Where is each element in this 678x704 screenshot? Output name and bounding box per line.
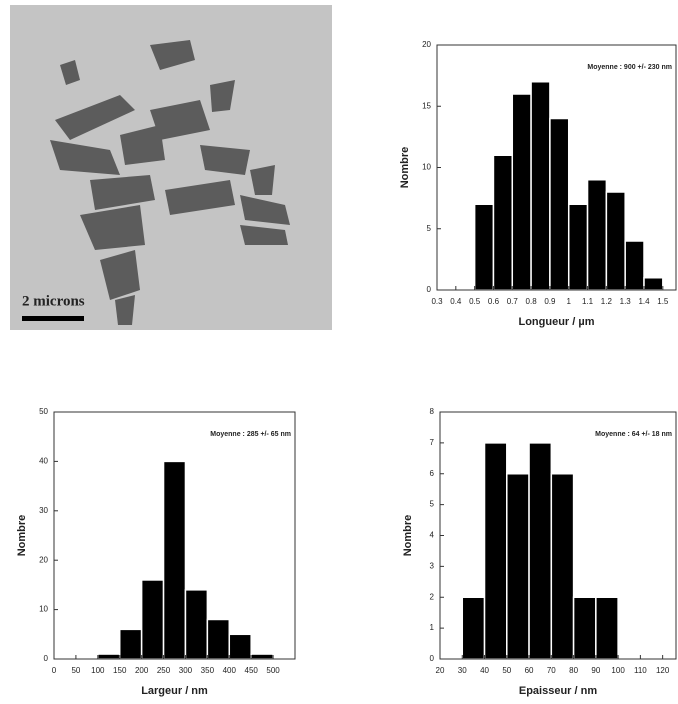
x-tick-label: 350	[201, 666, 215, 675]
x-axis-label: Longueur / µm	[518, 316, 594, 328]
y-tick-label: 40	[39, 457, 48, 466]
annotation: Moyenne : 900 +/- 230 nm	[587, 64, 672, 71]
bar	[250, 653, 274, 660]
x-tick-label: 120	[656, 666, 670, 675]
x-axis-label: Largeur / nm	[141, 685, 208, 697]
y-axis-label: Nombre	[399, 147, 411, 189]
y-tick-label: 5	[427, 224, 432, 233]
y-tick-label: 4	[430, 531, 435, 540]
bar	[184, 589, 209, 660]
y-tick-label: 6	[430, 469, 435, 478]
x-tick-label: 0.4	[450, 297, 462, 306]
x-tick-label: 20	[436, 666, 445, 675]
x-tick-label: 100	[611, 666, 625, 675]
x-tick-label: 1.5	[657, 297, 669, 306]
y-tick-label: 0	[427, 285, 432, 294]
y-tick-label: 15	[422, 101, 431, 110]
x-tick-label: 450	[245, 666, 259, 675]
x-tick-label: 1.4	[638, 297, 650, 306]
bar	[567, 203, 589, 291]
y-tick-label: 3	[430, 561, 435, 570]
bar	[530, 81, 551, 291]
bar	[549, 117, 570, 291]
y-tick-label: 50	[39, 407, 48, 416]
bar	[572, 596, 597, 660]
bar	[473, 203, 495, 291]
bar	[162, 460, 187, 660]
bar	[511, 93, 532, 291]
x-tick-label: 300	[179, 666, 193, 675]
annotation: Moyenne : 285 +/- 65 nm	[210, 431, 291, 438]
x-tick-label: 1.3	[620, 297, 632, 306]
bar	[528, 442, 553, 660]
x-tick-label: 60	[525, 666, 534, 675]
x-tick-label: 200	[135, 666, 149, 675]
x-tick-label: 0.9	[544, 297, 556, 306]
x-tick-label: 0.3	[431, 297, 443, 306]
bar	[643, 277, 664, 291]
bar	[206, 618, 231, 660]
y-tick-label: 10	[39, 605, 48, 614]
x-tick-label: 0.8	[526, 297, 538, 306]
x-tick-label: 100	[91, 666, 105, 675]
x-tick-label: 0	[52, 666, 57, 675]
bar	[506, 473, 530, 660]
y-axis-label: Nombre	[402, 515, 414, 557]
y-tick-label: 8	[430, 407, 435, 416]
x-tick-label: 0.6	[488, 297, 500, 306]
y-tick-label: 20	[422, 40, 431, 49]
y-tick-label: 20	[39, 555, 48, 564]
y-tick-label: 0	[44, 654, 49, 663]
y-tick-label: 30	[39, 506, 48, 515]
bar	[228, 633, 252, 660]
x-tick-label: 110	[634, 666, 647, 675]
x-tick-label: 30	[458, 666, 467, 675]
x-tick-label: 70	[547, 666, 556, 675]
scale-label: 2 microns	[22, 293, 85, 309]
x-tick-label: 250	[157, 666, 171, 675]
bar	[492, 154, 514, 291]
x-tick-label: 80	[569, 666, 578, 675]
bar	[118, 628, 143, 660]
bar	[595, 596, 619, 660]
bar	[97, 653, 121, 660]
x-tick-label: 1	[567, 297, 572, 306]
y-tick-label: 10	[422, 163, 431, 172]
x-tick-label: 50	[502, 666, 511, 675]
y-tick-label: 5	[430, 500, 435, 509]
bar	[140, 579, 165, 660]
y-tick-label: 1	[430, 623, 435, 632]
x-tick-label: 0.7	[507, 297, 519, 306]
x-tick-label: 40	[480, 666, 489, 675]
x-tick-label: 500	[266, 666, 280, 675]
x-tick-label: 1.2	[601, 297, 613, 306]
bar	[586, 179, 608, 291]
micrograph: 2 microns	[10, 5, 332, 330]
y-axis-label: Nombre	[16, 515, 28, 557]
bar	[550, 473, 575, 660]
plot-frame	[53, 411, 296, 660]
x-tick-label: 90	[591, 666, 600, 675]
bar	[483, 442, 508, 660]
y-tick-label: 7	[430, 438, 435, 447]
x-tick-label: 150	[113, 666, 127, 675]
x-axis-label: Epaisseur / nm	[519, 685, 597, 697]
y-tick-label: 2	[430, 592, 435, 601]
y-tick-label: 0	[430, 654, 435, 663]
x-tick-label: 400	[223, 666, 237, 675]
x-tick-label: 0.5	[469, 297, 481, 306]
annotation: Moyenne : 64 +/- 18 nm	[595, 431, 672, 438]
x-tick-label: 50	[71, 666, 80, 675]
bar	[461, 596, 486, 660]
x-tick-label: 1.1	[582, 297, 594, 306]
bar	[624, 240, 645, 291]
bar	[605, 191, 626, 291]
